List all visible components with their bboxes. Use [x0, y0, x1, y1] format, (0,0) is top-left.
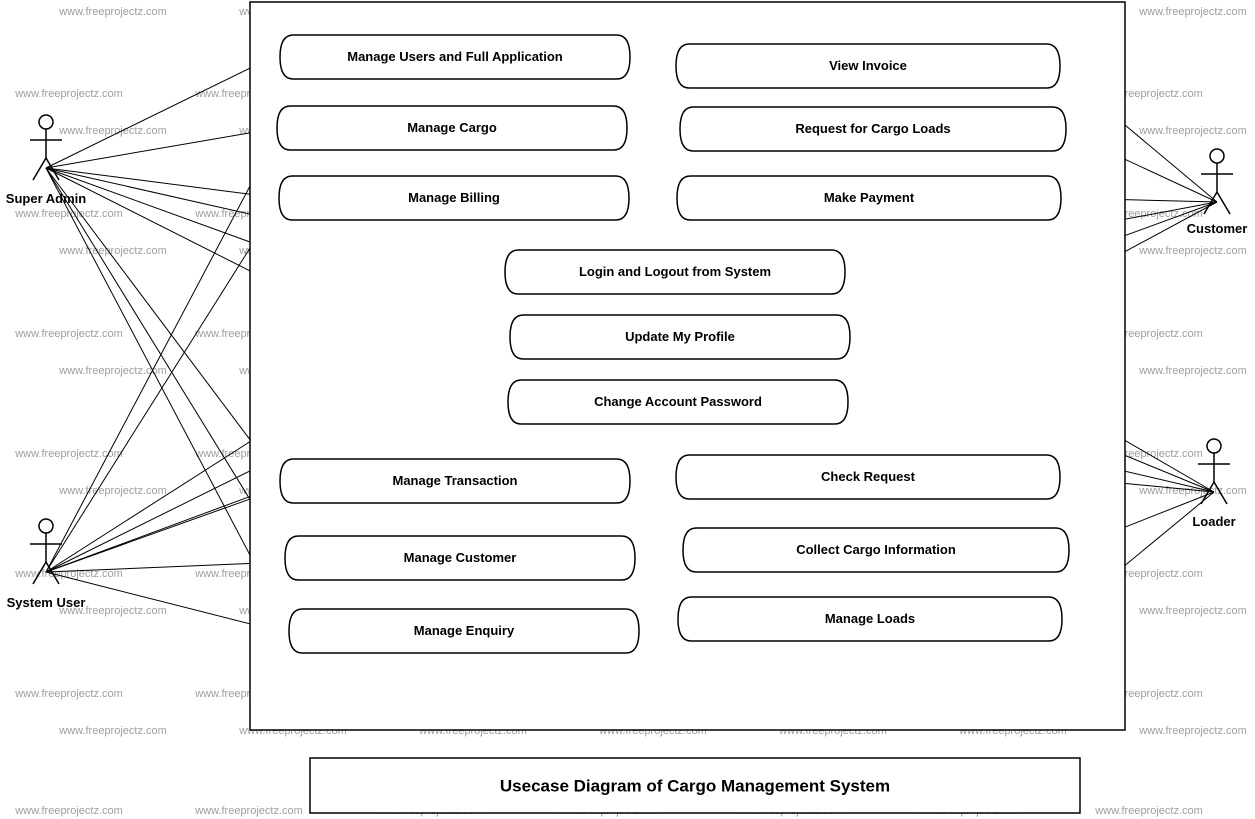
usecase-label: Manage Users and Full Application [347, 49, 563, 64]
usecase-label: Manage Customer [404, 550, 517, 565]
usecase-label: Check Request [821, 469, 916, 484]
usecase-label: View Invoice [829, 58, 907, 73]
watermark-text: www.freeprojectz.com [58, 725, 167, 737]
association-edge [46, 202, 279, 572]
watermark-text: www.freeprojectz.com [58, 245, 167, 257]
watermark-text: www.freeprojectz.com [194, 805, 303, 817]
association-edge [46, 52, 283, 168]
watermark-text: www.freeprojectz.com [1138, 365, 1247, 377]
watermark-text: www.freeprojectz.com [14, 88, 123, 100]
watermark-text: www.freeprojectz.com [14, 688, 123, 700]
actor-label: Loader [1192, 514, 1235, 529]
title-layer: Usecase Diagram of Cargo Management Syst… [310, 758, 1080, 813]
usecase-label: Request for Cargo Loads [795, 121, 950, 136]
watermark-text: www.freeprojectz.com [1138, 605, 1247, 617]
usecase-label: Manage Billing [408, 190, 500, 205]
usecase-label: Manage Enquiry [414, 623, 515, 638]
usecase-label: Update My Profile [625, 329, 735, 344]
actor-system-user: System User [7, 519, 86, 610]
watermark-text: www.freeprojectz.com [14, 805, 123, 817]
usecase-label: Login and Logout from System [579, 264, 771, 279]
usecase-label: Manage Cargo [407, 120, 497, 135]
usecase-diagram: www.freeprojectz.com www.freeprojectz.com… [0, 0, 1255, 819]
watermark-text: www.freeprojectz.com [1138, 245, 1247, 257]
watermark-text: www.freeprojectz.com [1138, 6, 1247, 18]
diagram-title: Usecase Diagram of Cargo Management Syst… [500, 777, 890, 796]
watermark-text: www.freeprojectz.com [58, 485, 167, 497]
watermark-text: www.freeprojectz.com [14, 328, 123, 340]
watermark-text: www.freeprojectz.com [58, 6, 167, 18]
watermark-text: www.freeprojectz.com [1138, 125, 1247, 137]
usecase-label: Make Payment [824, 190, 915, 205]
usecase-label: Manage Loads [825, 611, 915, 626]
actor-label: Super Admin [6, 191, 86, 206]
watermark-text: www.freeprojectz.com [1138, 725, 1247, 737]
actor-label: Customer [1187, 221, 1248, 236]
watermark-text: www.freeprojectz.com [1094, 805, 1203, 817]
usecase-label: Manage Transaction [393, 473, 518, 488]
association-edge [46, 485, 281, 572]
usecase-label: Change Account Password [594, 394, 762, 409]
usecase-label: Collect Cargo Information [796, 542, 956, 557]
actor-label: System User [7, 595, 86, 610]
